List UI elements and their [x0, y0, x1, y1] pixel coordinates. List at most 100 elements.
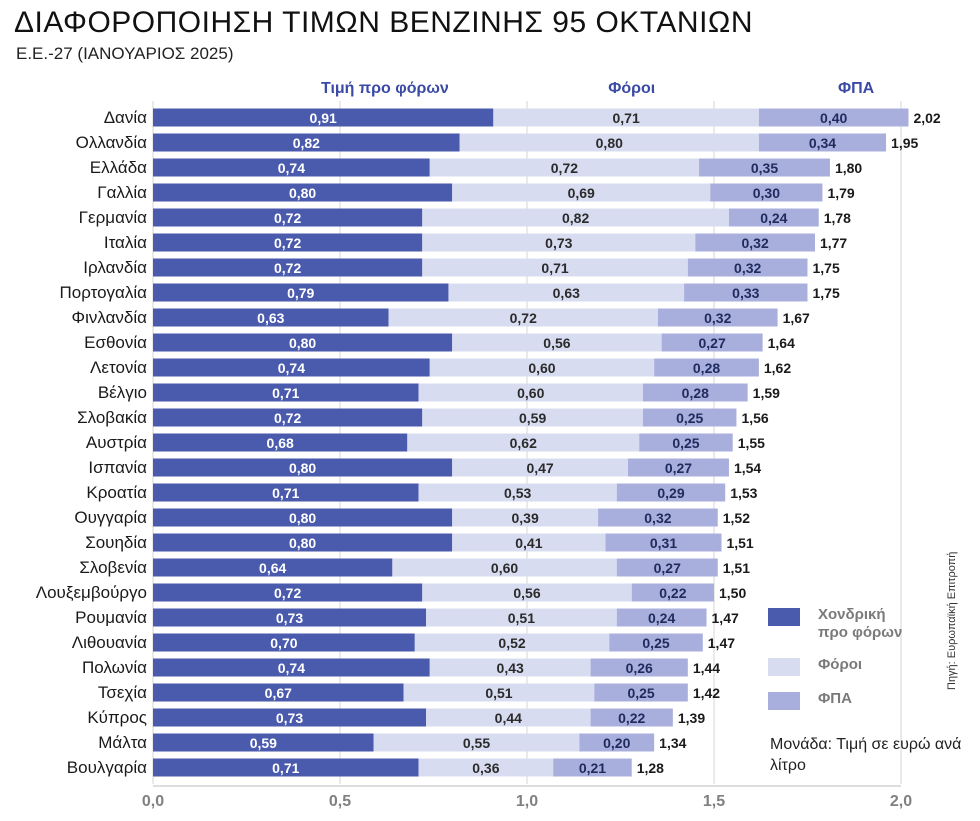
bar-segment [616, 483, 726, 502]
bar-segment [452, 333, 662, 352]
legend: Χονδρική προ φόρων Φόροι ΦΠΑ [768, 606, 968, 724]
bar-value-label: 0,73 [276, 610, 303, 626]
bar-value-label: 0,32 [742, 235, 769, 251]
category-label: Σλοβακία [77, 408, 147, 427]
bar-segment [452, 508, 599, 527]
bar-segment [429, 358, 655, 377]
bar-segment [642, 383, 748, 402]
bar-segment [657, 308, 778, 327]
bar-value-label: 0,71 [612, 110, 639, 126]
bar-value-label: 0,82 [293, 135, 320, 151]
bar-segment [639, 433, 733, 452]
bar-value-label: 0,20 [603, 735, 630, 751]
bar-segment [710, 183, 823, 202]
total-label: 1,64 [768, 335, 795, 351]
bar-segment [153, 208, 423, 227]
bar-segment [153, 108, 494, 127]
bar-value-label: 0,56 [543, 335, 570, 351]
total-label: 1,75 [813, 285, 840, 301]
bar-segment [407, 433, 640, 452]
bar-value-label: 0,74 [278, 160, 305, 176]
category-label: Τσεχία [98, 683, 147, 702]
bar-segment [153, 683, 404, 702]
category-label: Σλοβενία [79, 558, 147, 577]
bar-value-label: 0,34 [809, 135, 836, 151]
bar-value-label: 0,25 [642, 635, 669, 651]
unit-note: Μονάδα: Τιμή σε ευρώ ανά λίτρο [770, 736, 962, 774]
bar-segment [153, 533, 453, 552]
bar-segment [661, 333, 763, 352]
bar-value-label: 0,31 [650, 535, 677, 551]
legend-swatch-wholesale [768, 608, 800, 626]
bar-segment [553, 758, 632, 777]
bar-value-label: 0,80 [289, 460, 316, 476]
category-label: Ολλανδία [76, 133, 148, 152]
bar-value-label: 0,32 [704, 310, 731, 326]
legend-label-taxes: Φόροι [818, 656, 863, 673]
bar-value-label: 0,24 [760, 210, 787, 226]
category-label: Φινλανδία [72, 308, 148, 327]
bar-segment [728, 208, 819, 227]
total-label: 1,80 [835, 160, 862, 176]
bar-segment [373, 733, 580, 752]
bar-segment [590, 708, 673, 727]
bar-value-label: 0,73 [545, 235, 572, 251]
bar-value-label: 0,35 [751, 160, 778, 176]
bar-value-label: 0,51 [485, 685, 512, 701]
category-label: Ρουμανία [75, 608, 147, 627]
bar-segment [153, 383, 419, 402]
bar-segment [493, 108, 759, 127]
bar-segment [153, 233, 423, 252]
bar-value-label: 0,59 [519, 410, 546, 426]
bar-segment [422, 583, 632, 602]
bar-segment [616, 608, 707, 627]
bar-segment [418, 383, 643, 402]
bar-segment [598, 508, 718, 527]
chart-subtitle: Ε.Ε.-27 (ΙΑΝΟΥΑΡΙΟΣ 2025) [16, 44, 234, 63]
series-header: Φόροι [608, 80, 655, 97]
bar-segment [422, 408, 643, 427]
category-label: Εσθονία [84, 333, 147, 352]
bar-value-label: 0,28 [682, 385, 709, 401]
series-header: Τιμή προ φόρων [321, 80, 449, 97]
total-label: 1,51 [726, 535, 753, 551]
bar-segment [418, 483, 617, 502]
total-label: 1,47 [708, 635, 735, 651]
total-label: 1,47 [712, 610, 739, 626]
bar-segment [422, 233, 696, 252]
bar-value-label: 0,32 [734, 260, 761, 276]
bar-segment [153, 608, 427, 627]
bar-value-label: 0,74 [278, 360, 305, 376]
bar-segment [153, 133, 460, 152]
bar-segment [153, 558, 393, 577]
x-tick-label: 2,0 [890, 793, 912, 810]
bar-segment [452, 458, 628, 477]
total-label: 1,50 [719, 585, 746, 601]
category-label: Δανία [104, 108, 147, 127]
category-label: Ιταλία [104, 233, 147, 252]
bar-segment [392, 558, 617, 577]
total-label: 1,55 [738, 435, 765, 451]
bar-value-label: 0,25 [672, 435, 699, 451]
total-label: 1,59 [753, 385, 780, 401]
category-label: Ισπανία [88, 458, 147, 477]
x-tick-label: 1,0 [516, 793, 538, 810]
bar-value-label: 0,64 [259, 560, 286, 576]
bar-value-label: 0,27 [665, 460, 692, 476]
bar-segment [642, 408, 737, 427]
bar-value-label: 0,32 [644, 510, 671, 526]
bar-segment [153, 308, 389, 327]
bar-value-label: 0,36 [472, 760, 499, 776]
bar-value-label: 0,60 [517, 385, 544, 401]
bar-value-label: 0,72 [274, 210, 301, 226]
bar-value-label: 0,80 [289, 510, 316, 526]
bar-value-label: 0,91 [310, 110, 337, 126]
x-tick-label: 0,0 [142, 793, 164, 810]
category-label: Πορτογαλία [59, 283, 147, 302]
category-label: Λετονία [90, 358, 147, 377]
bar-segment [594, 683, 688, 702]
bar-value-label: 0,56 [513, 585, 540, 601]
bar-value-label: 0,71 [272, 385, 299, 401]
category-label: Γερμανία [79, 208, 148, 227]
